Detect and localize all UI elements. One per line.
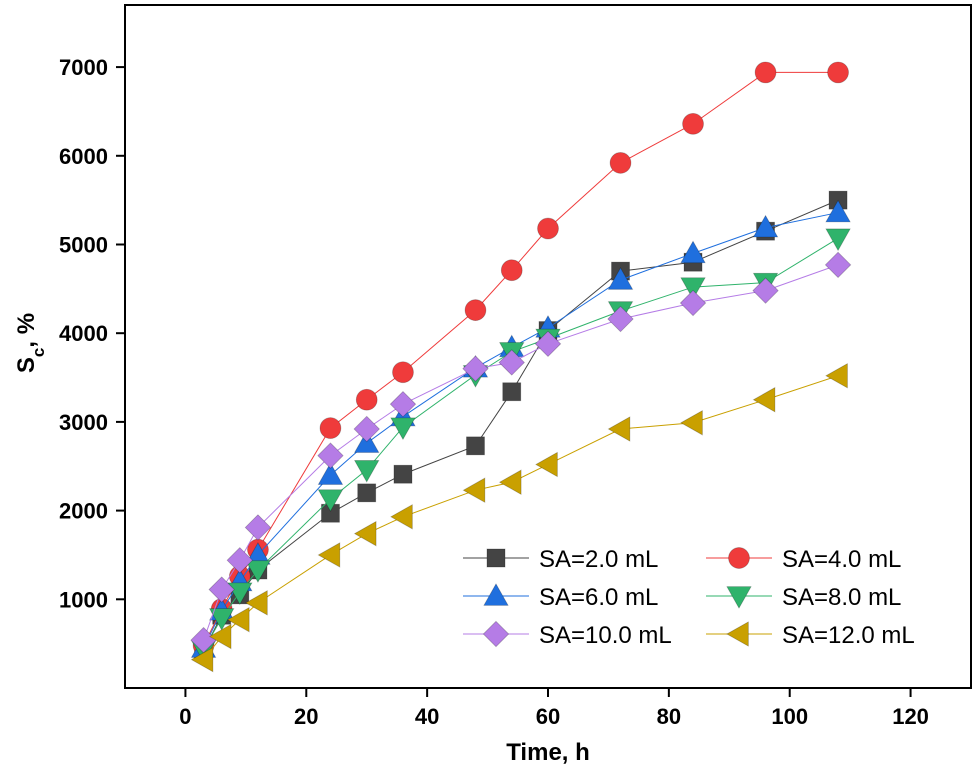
marker-triangle-up [680,240,706,264]
marker-triangle-up [607,267,634,290]
marker-triangle-left [245,590,268,616]
legend-label: SA=2.0 mL [539,546,658,573]
marker-triangle-left [462,477,486,503]
marker-circle [728,547,750,569]
series-group [190,61,852,673]
marker-triangle-up [483,583,509,606]
legend-item: SA=4.0 mL [706,546,901,573]
marker-circle [319,417,342,439]
legend-item: SA=8.0 mL [706,584,901,611]
x-tick-label: 80 [657,704,681,729]
marker-circle [682,113,704,135]
marker-triangle-left [726,621,749,647]
legend-label: SA=4.0 mL [782,546,901,573]
series [190,362,848,673]
marker-diamond [824,251,852,279]
x-tick-label: 20 [294,704,318,729]
marker-triangle-left [208,623,232,650]
marker-diamond [607,305,634,333]
marker-circle [609,152,632,174]
legend-item: SA=10.0 mL [463,620,672,649]
marker-triangle-down [390,417,416,441]
x-tick-label: 120 [892,704,929,729]
y-tick-label: 1000 [59,587,108,612]
marker-square [357,483,377,503]
y-axis-title-main: S [13,357,40,373]
marker-diamond [317,442,344,469]
marker-triangle-down [353,460,380,483]
marker-circle [827,61,849,84]
y-axis-title: Sc, % [13,313,48,373]
marker-square [486,548,506,568]
marker-triangle-down [227,582,253,606]
legend-item: SA=12.0 mL [706,621,915,649]
marker-triangle-up [317,462,344,485]
x-tick-label: 40 [415,704,439,729]
x-tick-label: 60 [536,704,560,729]
marker-triangle-left [535,451,558,478]
y-axis-title-suffix: , % [13,313,40,348]
legend-item: SA=6.0 mL [463,583,658,611]
marker-triangle-left [390,504,413,530]
marker-diamond [482,620,510,648]
marker-diamond [208,576,235,603]
series [190,251,852,654]
marker-circle [464,299,487,321]
marker-triangle-up [825,199,851,223]
x-tick-label: 0 [179,704,191,729]
marker-circle [537,217,559,240]
marker-triangle-left [226,606,250,633]
legend-item: SA=2.0 mL [463,546,658,573]
marker-triangle-down [680,277,706,300]
marker-square [393,464,413,484]
marker-triangle-up [353,430,380,453]
y-tick-label: 2000 [59,499,108,524]
marker-triangle-down [208,608,235,631]
y-tick-label: 4000 [59,321,108,346]
y-tick-label: 6000 [59,144,108,169]
y-tick-label: 3000 [59,410,108,435]
marker-diamond [353,415,380,443]
marker-diamond [389,390,417,418]
marker-diamond [498,349,525,376]
x-tick-label: 100 [771,704,808,729]
axes: 0 20 40 60 80 100 120 1000 2000 3000 4000 5000 6000 7… [59,55,929,729]
marker-triangle-left [607,416,631,442]
marker-circle [500,259,523,282]
legend-label: SA=8.0 mL [782,584,901,611]
marker-circle [355,388,378,411]
y-tick-label: 7000 [59,55,108,80]
marker-diamond [244,514,272,541]
marker-diamond [226,547,254,574]
marker-triangle-left [317,542,341,568]
legend-label: SA=6.0 mL [539,584,658,611]
marker-triangle-up [752,214,779,238]
marker-diamond [752,277,779,304]
marker-circle [754,61,777,84]
marker-circle [392,361,414,384]
marker-triangle-down [825,228,851,252]
marker-triangle-down [317,489,344,512]
marker-triangle-left [680,409,703,436]
legend-label: SA=10.0 mL [539,622,672,649]
marker-diamond [534,330,562,358]
marker-triangle-left [825,362,848,389]
marker-diamond [462,355,489,382]
marker-triangle-left [353,520,377,547]
marker-triangle-left [190,646,214,673]
marker-diamond [679,289,707,317]
x-axis-title: Time, h [506,739,590,766]
marker-triangle-down [726,586,752,609]
marker-triangle-left [498,469,522,495]
y-tick-label: 5000 [59,232,108,257]
y-axis-title-sub: c [29,348,48,357]
marker-square [502,382,522,402]
marker-triangle-left [752,386,776,413]
marker-triangle-down [245,560,271,583]
legend-label: SA=12.0 mL [782,622,915,649]
legend: SA=2.0 mL SA=4.0 mL SA=6.0 mL SA=8.0 mL SA=1… [463,546,915,649]
marker-square [466,436,485,456]
